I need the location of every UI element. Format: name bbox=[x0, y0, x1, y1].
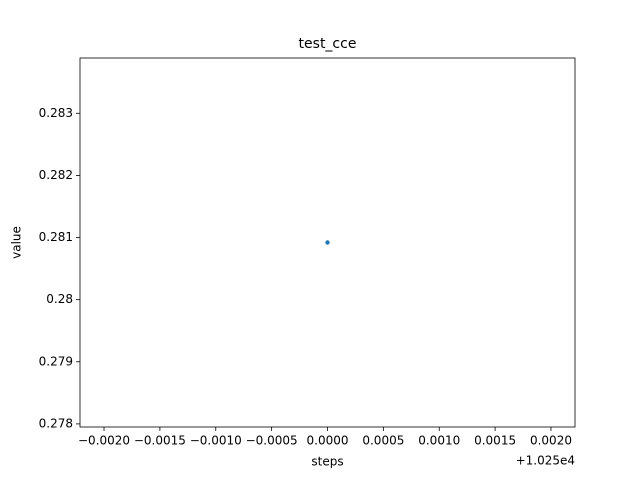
x-tick-label: −0.0005 bbox=[246, 434, 298, 448]
x-axis-label: steps bbox=[311, 455, 343, 469]
x-tick-label: 0.0010 bbox=[418, 434, 460, 448]
x-tick-label: −0.0020 bbox=[78, 434, 130, 448]
chart-title: test_cce bbox=[299, 36, 357, 52]
y-tick-label: 0.282 bbox=[39, 168, 73, 182]
x-tick-label: −0.0015 bbox=[134, 434, 186, 448]
x-tick-label: 0.0005 bbox=[362, 434, 404, 448]
y-tick-label: 0.28 bbox=[46, 292, 73, 306]
x-tick-label: 0.0000 bbox=[307, 434, 349, 448]
x-tick-label: 0.0015 bbox=[474, 434, 516, 448]
y-tick-label: 0.281 bbox=[39, 230, 73, 244]
data-point bbox=[325, 240, 330, 245]
y-tick-label: 0.278 bbox=[39, 416, 73, 430]
y-axis-label: value bbox=[10, 226, 24, 259]
x-offset-label: +1.025e4 bbox=[516, 454, 575, 468]
y-tick-label: 0.279 bbox=[39, 354, 73, 368]
y-tick-label: 0.283 bbox=[39, 106, 73, 120]
x-tick-label: 0.0020 bbox=[530, 434, 572, 448]
x-tick-label: −0.0010 bbox=[190, 434, 242, 448]
